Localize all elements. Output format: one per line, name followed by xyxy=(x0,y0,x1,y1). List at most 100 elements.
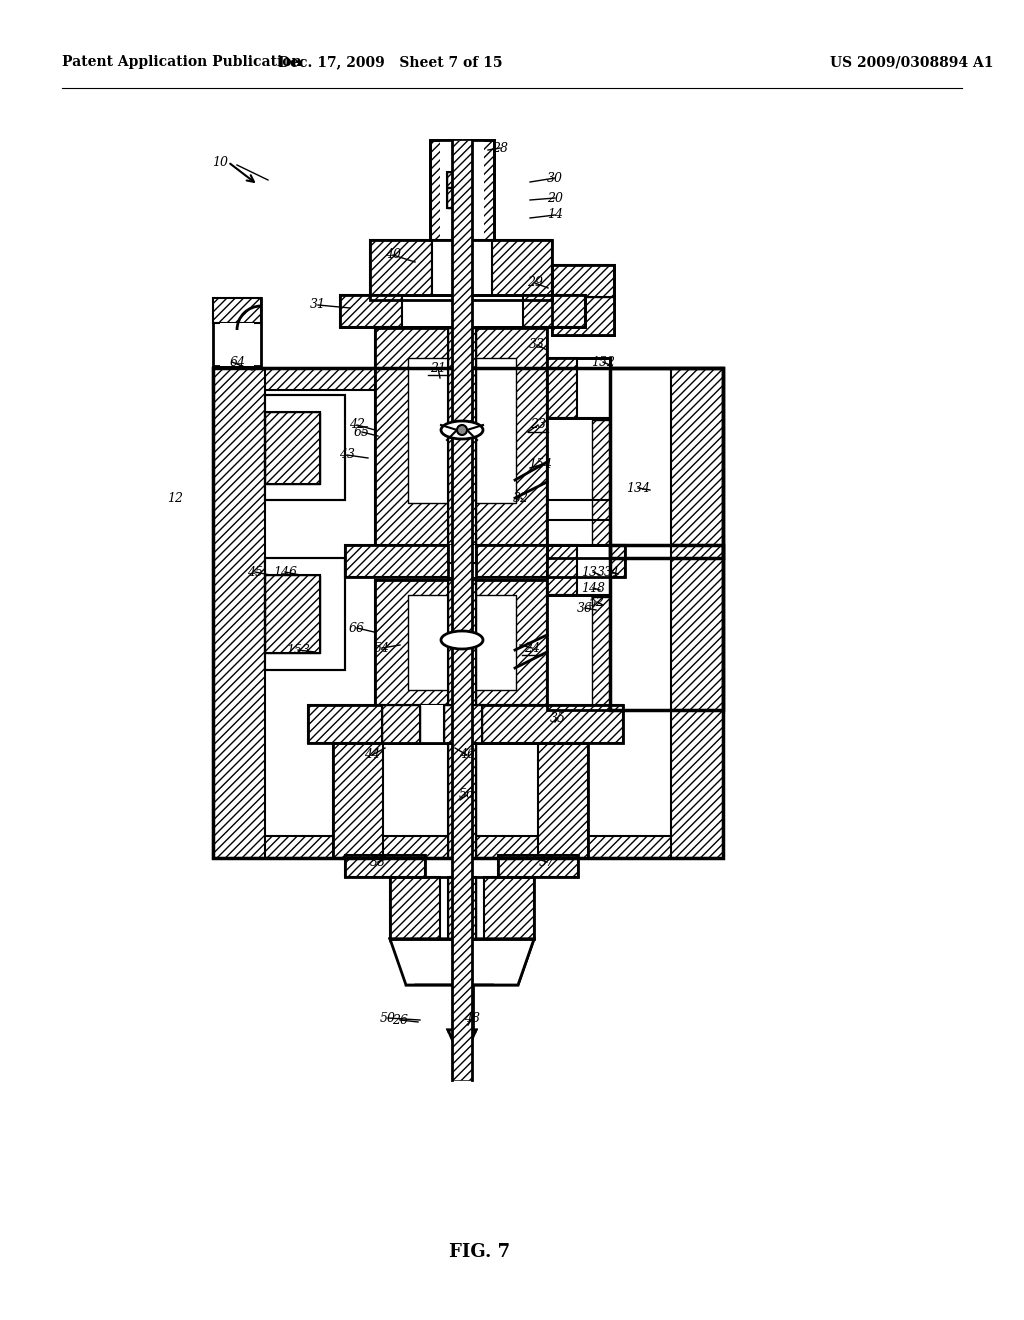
Text: 148: 148 xyxy=(581,582,605,594)
Text: 54: 54 xyxy=(374,642,390,655)
Bar xyxy=(390,876,534,939)
Bar xyxy=(375,579,547,705)
Text: 36: 36 xyxy=(577,602,593,615)
Bar xyxy=(610,368,723,558)
Bar xyxy=(265,412,319,484)
Bar xyxy=(671,545,723,710)
Text: 153: 153 xyxy=(286,644,310,656)
Bar xyxy=(340,294,402,327)
Polygon shape xyxy=(390,939,430,985)
Text: 31: 31 xyxy=(310,298,326,312)
Bar xyxy=(375,579,547,705)
Bar xyxy=(220,323,254,366)
Bar xyxy=(547,545,610,595)
Bar xyxy=(333,743,588,858)
Bar xyxy=(213,298,261,366)
Bar xyxy=(449,743,476,858)
Bar xyxy=(447,172,461,209)
Bar xyxy=(345,855,425,876)
Bar xyxy=(552,297,614,335)
Text: 38: 38 xyxy=(370,855,386,869)
Bar xyxy=(213,298,261,323)
Text: 28: 28 xyxy=(492,141,508,154)
Bar xyxy=(671,368,723,558)
Bar xyxy=(547,358,577,418)
Bar xyxy=(265,412,319,484)
Bar xyxy=(492,240,552,300)
Text: 65: 65 xyxy=(354,425,370,438)
Bar xyxy=(213,368,265,858)
Bar xyxy=(449,743,476,858)
Text: FIG. 7: FIG. 7 xyxy=(450,1243,511,1261)
Bar xyxy=(498,855,578,876)
Text: 33: 33 xyxy=(529,338,545,351)
Bar xyxy=(447,172,461,187)
Text: 29: 29 xyxy=(527,276,543,289)
Bar xyxy=(340,294,585,327)
Bar xyxy=(484,876,534,939)
Polygon shape xyxy=(494,939,534,985)
Circle shape xyxy=(457,425,467,436)
Text: 152: 152 xyxy=(591,355,615,368)
Bar xyxy=(444,705,482,743)
Bar xyxy=(498,855,578,876)
Bar xyxy=(408,358,516,503)
Bar xyxy=(449,876,476,939)
Bar xyxy=(265,576,319,653)
Text: Dec. 17, 2009   Sheet 7 of 15: Dec. 17, 2009 Sheet 7 of 15 xyxy=(278,55,502,69)
Text: 24: 24 xyxy=(524,642,540,655)
Bar xyxy=(449,876,476,939)
Bar xyxy=(455,985,473,1030)
Text: 44: 44 xyxy=(364,748,380,762)
Ellipse shape xyxy=(441,631,483,649)
Bar xyxy=(449,579,476,705)
Bar xyxy=(449,743,476,858)
Text: 42: 42 xyxy=(349,418,365,432)
Bar xyxy=(370,240,552,300)
Text: 46: 46 xyxy=(459,748,475,762)
Bar xyxy=(464,140,494,240)
Bar xyxy=(523,294,585,327)
Text: 10: 10 xyxy=(212,156,228,169)
Bar xyxy=(547,595,610,710)
Bar xyxy=(345,545,625,577)
Bar xyxy=(308,705,623,743)
Text: 52: 52 xyxy=(589,595,605,609)
Bar xyxy=(265,576,319,653)
Text: 146: 146 xyxy=(273,565,297,578)
Text: 32: 32 xyxy=(513,491,529,504)
Ellipse shape xyxy=(441,421,483,440)
Bar xyxy=(370,240,432,300)
Bar xyxy=(452,140,472,1080)
Text: 14: 14 xyxy=(547,209,563,222)
Bar xyxy=(610,545,723,710)
Text: US 2009/0308894 A1: US 2009/0308894 A1 xyxy=(830,55,993,69)
Text: 20: 20 xyxy=(547,191,563,205)
Text: 56: 56 xyxy=(459,788,475,801)
Bar xyxy=(547,595,610,710)
Bar xyxy=(265,558,345,671)
Bar xyxy=(449,327,476,564)
Bar xyxy=(213,368,723,389)
Bar xyxy=(552,265,614,335)
Bar xyxy=(547,358,610,418)
Bar xyxy=(333,743,383,858)
Text: 21: 21 xyxy=(430,362,446,375)
Bar xyxy=(447,187,461,209)
Bar xyxy=(390,876,440,939)
Text: 57: 57 xyxy=(539,855,555,869)
Bar xyxy=(213,368,723,858)
Bar xyxy=(538,743,588,858)
Text: 154: 154 xyxy=(528,458,552,471)
Bar xyxy=(449,327,476,564)
Bar xyxy=(265,558,345,671)
Bar xyxy=(455,985,473,1030)
Bar xyxy=(265,395,345,500)
Bar xyxy=(430,140,460,240)
Bar xyxy=(547,545,577,595)
Text: Patent Application Publication: Patent Application Publication xyxy=(62,55,302,69)
Bar xyxy=(592,420,610,556)
Polygon shape xyxy=(449,1030,476,1055)
Text: 40: 40 xyxy=(385,248,401,261)
Bar xyxy=(547,545,610,595)
